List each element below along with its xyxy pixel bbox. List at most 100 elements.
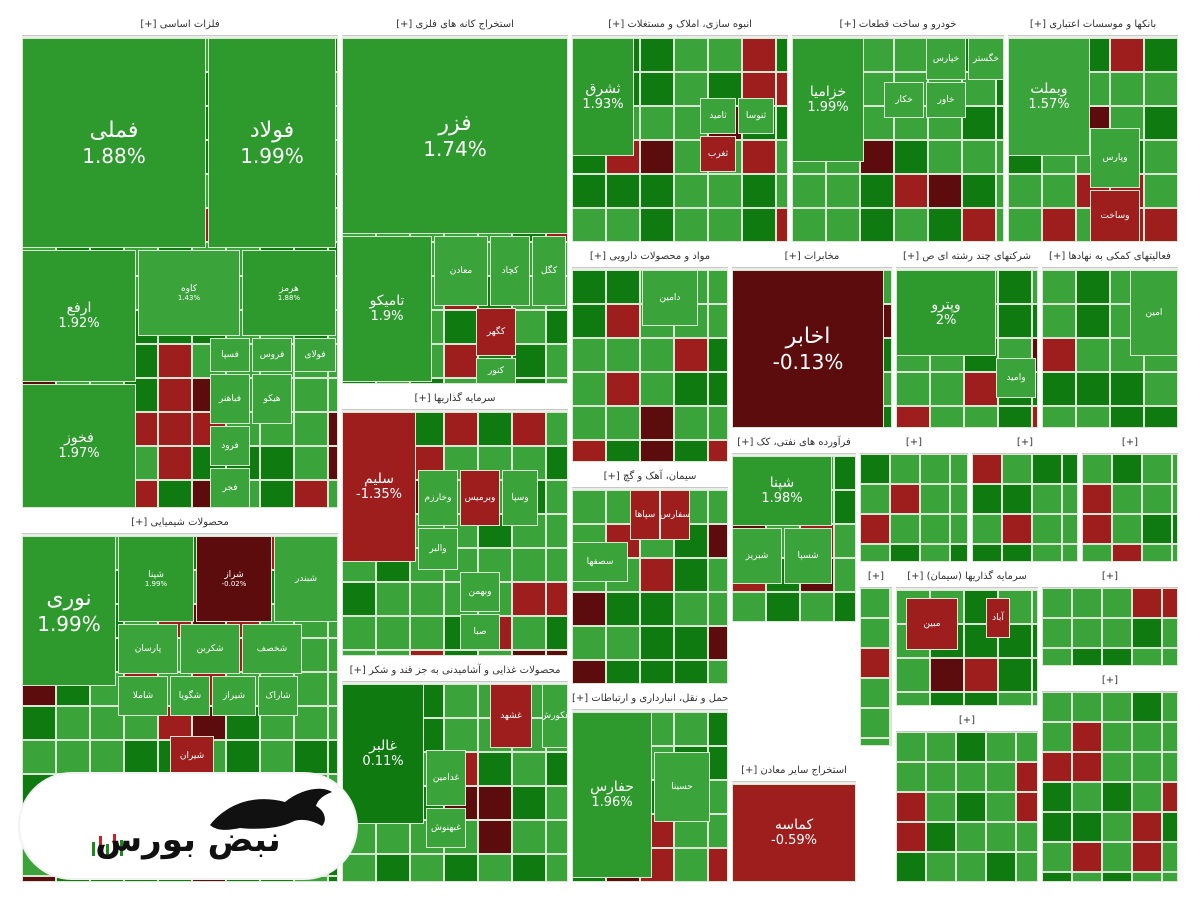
small-symbol-tile[interactable]: [1102, 752, 1132, 782]
small-symbol-tile[interactable]: [606, 660, 640, 684]
symbol-tile[interactable]: معادن: [434, 236, 488, 306]
small-symbol-tile[interactable]: [512, 820, 546, 854]
symbol-tile[interactable]: شیراز: [212, 676, 256, 716]
small-symbol-tile[interactable]: [834, 558, 856, 592]
sector-header[interactable]: [+]: [860, 566, 892, 588]
small-symbol-tile[interactable]: [376, 582, 410, 616]
sector-header[interactable]: [+]: [1042, 566, 1178, 588]
small-symbol-tile[interactable]: [640, 72, 674, 106]
small-symbol-tile[interactable]: [22, 876, 56, 882]
small-symbol-tile[interactable]: [1132, 812, 1162, 842]
small-symbol-tile[interactable]: [546, 344, 568, 378]
symbol-tile[interactable]: آباد: [986, 598, 1010, 638]
small-symbol-tile[interactable]: [708, 440, 728, 462]
small-symbol-tile[interactable]: [896, 732, 926, 762]
small-symbol-tile[interactable]: [444, 854, 478, 882]
small-symbol-tile[interactable]: [606, 626, 640, 660]
small-symbol-tile[interactable]: [1042, 692, 1072, 722]
small-symbol-tile[interactable]: [930, 658, 964, 692]
small-symbol-tile[interactable]: [896, 406, 930, 428]
sector-header[interactable]: [+] محصولات غذایی و آشامیدنی به جز قند و…: [342, 660, 568, 682]
small-symbol-tile[interactable]: [606, 592, 640, 626]
sector-header[interactable]: [+] مواد و محصولات دارویی: [572, 246, 728, 268]
sector-header[interactable]: [+]: [896, 710, 1038, 732]
symbol-tile[interactable]: مبین: [906, 598, 958, 650]
small-symbol-tile[interactable]: [926, 852, 956, 882]
small-symbol-tile[interactable]: [158, 446, 192, 480]
small-symbol-tile[interactable]: [546, 446, 568, 480]
symbol-tile[interactable]: سفارس: [660, 490, 690, 540]
small-symbol-tile[interactable]: [1162, 618, 1178, 648]
symbol-tile[interactable]: وخارزم: [418, 470, 458, 526]
sector-header[interactable]: [+] انبوه سازی، املاک و مستغلات: [572, 14, 788, 36]
small-symbol-tile[interactable]: [708, 626, 728, 660]
small-symbol-tile[interactable]: [606, 440, 640, 462]
symbol-tile[interactable]: خزامیا 1.99%: [792, 38, 864, 162]
sector-header[interactable]: [+] سرمایه گذاریها: [342, 388, 568, 410]
symbol-tile[interactable]: وبرمیس: [460, 470, 500, 526]
small-symbol-tile[interactable]: [1142, 454, 1172, 484]
small-symbol-tile[interactable]: [950, 514, 968, 544]
small-symbol-tile[interactable]: [776, 38, 788, 72]
small-symbol-tile[interactable]: [708, 372, 728, 406]
small-symbol-tile[interactable]: [1016, 852, 1038, 882]
small-symbol-tile[interactable]: [1042, 812, 1072, 842]
small-symbol-tile[interactable]: [512, 412, 546, 446]
small-symbol-tile[interactable]: [1042, 406, 1076, 428]
small-symbol-tile[interactable]: [328, 480, 338, 508]
sector-header[interactable]: [+] بانکها و موسسات اعتباری: [1008, 14, 1178, 36]
small-symbol-tile[interactable]: [986, 852, 1016, 882]
symbol-tile[interactable]: غدامین: [426, 750, 466, 806]
small-symbol-tile[interactable]: [606, 304, 640, 338]
small-symbol-tile[interactable]: [328, 672, 338, 706]
small-symbol-tile[interactable]: [1042, 588, 1072, 618]
small-symbol-tile[interactable]: [708, 814, 728, 848]
small-symbol-tile[interactable]: [896, 658, 930, 692]
small-symbol-tile[interactable]: [640, 406, 674, 440]
small-symbol-tile[interactable]: [766, 592, 800, 622]
small-symbol-tile[interactable]: [674, 406, 708, 440]
symbol-tile[interactable]: پارسان: [118, 624, 178, 674]
small-symbol-tile[interactable]: [56, 740, 90, 774]
small-symbol-tile[interactable]: [1032, 590, 1038, 624]
small-symbol-tile[interactable]: [890, 484, 920, 514]
small-symbol-tile[interactable]: [572, 626, 606, 660]
small-symbol-tile[interactable]: [1144, 406, 1178, 428]
small-symbol-tile[interactable]: [860, 174, 894, 208]
small-symbol-tile[interactable]: [22, 706, 56, 740]
symbol-tile[interactable]: فملی 1.88%: [22, 38, 206, 248]
small-symbol-tile[interactable]: [986, 822, 1016, 852]
small-symbol-tile[interactable]: [640, 140, 674, 174]
sector-header[interactable]: [+] فعالیتهای کمکی به نهادها: [1042, 246, 1178, 268]
small-symbol-tile[interactable]: [444, 378, 478, 384]
small-symbol-tile[interactable]: [56, 706, 90, 740]
small-symbol-tile[interactable]: [1132, 752, 1162, 782]
small-symbol-tile[interactable]: [1076, 338, 1110, 372]
small-symbol-tile[interactable]: [928, 140, 962, 174]
small-symbol-tile[interactable]: [962, 106, 996, 140]
symbol-tile[interactable]: کگهر: [476, 308, 516, 356]
small-symbol-tile[interactable]: [890, 544, 920, 562]
small-symbol-tile[interactable]: [674, 338, 708, 372]
small-symbol-tile[interactable]: [1144, 72, 1178, 106]
small-symbol-tile[interactable]: [572, 660, 606, 684]
symbol-tile[interactable]: کنور: [476, 358, 516, 384]
small-symbol-tile[interactable]: [572, 270, 606, 304]
small-symbol-tile[interactable]: [410, 616, 444, 650]
small-symbol-tile[interactable]: [444, 310, 478, 344]
small-symbol-tile[interactable]: [1016, 792, 1038, 822]
small-symbol-tile[interactable]: [1162, 812, 1178, 842]
sector-header[interactable]: [+]: [972, 432, 1078, 454]
small-symbol-tile[interactable]: [674, 626, 708, 660]
small-symbol-tile[interactable]: [22, 740, 56, 774]
small-symbol-tile[interactable]: [1042, 304, 1076, 338]
small-symbol-tile[interactable]: [546, 786, 568, 820]
sector-header[interactable]: [+] سرمایه گذاریها (سیمان): [896, 566, 1038, 588]
small-symbol-tile[interactable]: [800, 592, 834, 622]
small-symbol-tile[interactable]: [1162, 752, 1178, 782]
small-symbol-tile[interactable]: [1110, 38, 1144, 72]
small-symbol-tile[interactable]: [926, 792, 956, 822]
small-symbol-tile[interactable]: [1144, 38, 1178, 72]
small-symbol-tile[interactable]: [996, 140, 1004, 174]
small-symbol-tile[interactable]: [444, 684, 478, 718]
